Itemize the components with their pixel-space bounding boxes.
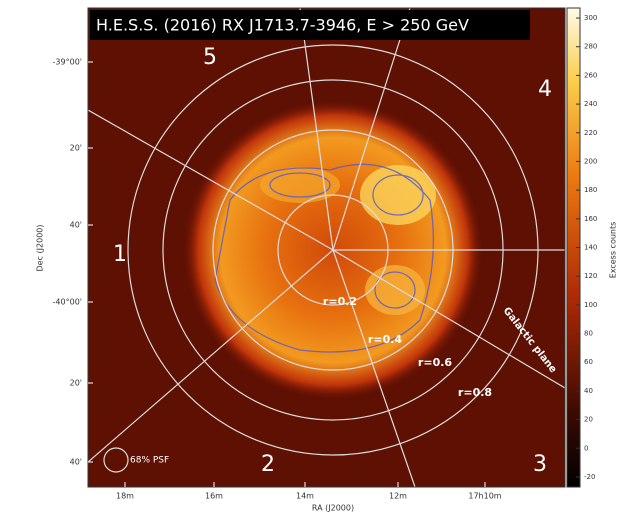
- sector-label: 5: [203, 45, 217, 70]
- dec-axis-label: Dec (J2000): [36, 225, 45, 272]
- colorbar-tick-label: 0: [584, 444, 588, 452]
- sector-label: 4: [538, 77, 552, 102]
- colorbar-tick-label: 240: [584, 100, 597, 108]
- ring-label: r=0.4: [368, 333, 402, 346]
- colorbar-tick-label: 120: [584, 272, 597, 280]
- dec-tick-label: 40': [70, 221, 82, 230]
- dec-tick-label: 40': [70, 458, 82, 467]
- colorbar-tick-label: 60: [584, 358, 593, 366]
- colorbar-tick-label: 220: [584, 129, 597, 137]
- colorbar-tick-label: 260: [584, 71, 597, 79]
- dec-tick-label: 20': [70, 144, 82, 153]
- title: H.E.S.S. (2016) RX J1713.7-3946, E > 250…: [96, 16, 469, 35]
- colorbar-label: Excess counts: [609, 222, 618, 279]
- colorbar-tick-label: -20: [584, 473, 595, 481]
- sector-label: 3: [533, 452, 547, 477]
- colorbar-tick-label: 140: [584, 244, 597, 252]
- ra-tick-label: 17h10m: [468, 492, 501, 501]
- sky-map-figure: H.E.S.S. (2016) RX J1713.7-3946, E > 250…: [0, 0, 621, 516]
- dec-tick-label: -39°00': [53, 58, 82, 67]
- ra-tick-label: 18m: [116, 492, 134, 501]
- colorbar-tick-label: 180: [584, 186, 597, 194]
- dec-tick-label: -40°00': [53, 298, 82, 307]
- ra-tick-label: 16m: [205, 492, 223, 501]
- colorbar-tick-label: 280: [584, 43, 597, 51]
- colorbar-tick-label: 300: [584, 14, 597, 22]
- colorbar-tick-label: 20: [584, 416, 593, 424]
- ring-label: r=0.6: [418, 356, 452, 369]
- sky-map: [88, 8, 565, 487]
- colorbar-tick-label: 100: [584, 301, 597, 309]
- colorbar-tick-label: 80: [584, 330, 593, 338]
- ra-axis-label: RA (J2000): [312, 504, 354, 513]
- sector-label: 1: [113, 242, 127, 267]
- colorbar-tick-label: 200: [584, 157, 597, 165]
- colorbar-tick-label: 160: [584, 215, 597, 223]
- ring-label: r=0.8: [458, 386, 492, 399]
- sector-label: 2: [261, 452, 275, 477]
- ra-tick-label: 14m: [296, 492, 314, 501]
- ra-tick-label: 12m: [389, 492, 407, 501]
- ring-label: r=0.2: [323, 295, 357, 308]
- psf-label: 68% PSF: [130, 456, 169, 466]
- dec-tick-label: 20': [70, 379, 82, 388]
- colorbar-tick-label: 40: [584, 387, 593, 395]
